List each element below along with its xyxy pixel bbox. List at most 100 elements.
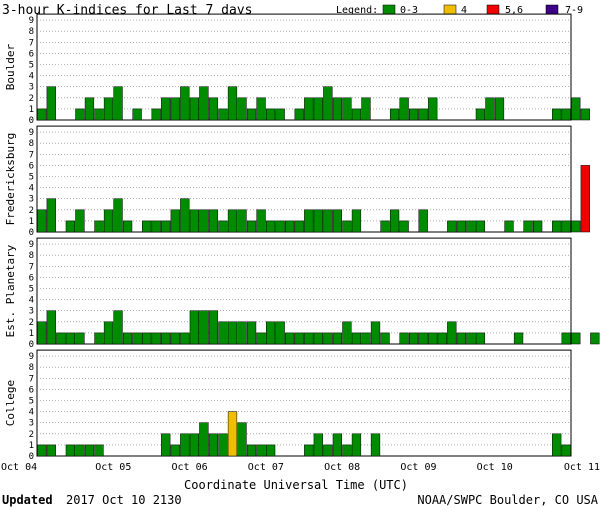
k-index-bar bbox=[275, 108, 285, 121]
k-index-bar bbox=[208, 209, 219, 233]
k-index-bar bbox=[466, 332, 476, 345]
x-axis-label: Coordinate Universal Time (UTC) bbox=[184, 478, 408, 492]
k-index-bar bbox=[370, 433, 381, 457]
y-tick-label: 9 bbox=[29, 240, 34, 250]
k-index-bar bbox=[227, 411, 238, 457]
k-index-bar bbox=[189, 310, 199, 345]
k-index-bar bbox=[65, 332, 76, 345]
x-axis-ticks: Oct 04 Oct 05 Oct 06 Oct 07 Oct 08 Oct 09 Oct … bbox=[1, 462, 600, 473]
k-index-bar bbox=[409, 332, 419, 345]
k-index-bar bbox=[409, 108, 419, 121]
y-tick-label: 9 bbox=[29, 352, 34, 362]
k-index-bar bbox=[37, 321, 47, 345]
k-index-bar bbox=[65, 220, 76, 233]
k-index-bar bbox=[475, 108, 486, 121]
k-index-bar bbox=[580, 108, 590, 121]
k-index-bar bbox=[580, 165, 590, 233]
k-index-bar bbox=[199, 209, 209, 233]
y-tick-label: 3 bbox=[29, 83, 34, 93]
y-tick-label: 8 bbox=[29, 27, 34, 37]
k-index-bar bbox=[142, 332, 152, 345]
k-index-bar bbox=[561, 332, 571, 345]
k-index-bar bbox=[389, 209, 400, 233]
y-tick-label: 2 bbox=[29, 94, 34, 104]
k-index-bar bbox=[504, 220, 514, 233]
k-index-bar bbox=[103, 321, 114, 345]
panel-frame bbox=[36, 13, 572, 121]
k-index-bar bbox=[466, 220, 476, 233]
k-index-bar bbox=[227, 86, 238, 121]
legend-entry-0-3: 0-3 bbox=[400, 5, 418, 16]
k-index-bar bbox=[380, 220, 390, 233]
k-index-bar bbox=[237, 422, 247, 457]
k-index-bar bbox=[237, 209, 247, 233]
k-index-bar bbox=[161, 220, 171, 233]
k-index-bar bbox=[161, 97, 171, 121]
x-tick-label: Oct 08 bbox=[324, 462, 360, 473]
k-index-bar bbox=[46, 198, 56, 233]
k-index-bar bbox=[304, 444, 314, 457]
k-index-bar bbox=[275, 220, 285, 233]
k-index-bar bbox=[456, 220, 466, 233]
k-index-bar bbox=[571, 97, 581, 121]
y-tick-label: 3 bbox=[29, 307, 34, 317]
legend-entry-7-9: 7-9 bbox=[565, 5, 583, 16]
k-index-bar bbox=[332, 332, 343, 345]
k-index-bar bbox=[94, 332, 104, 345]
y-tick-label: 1 bbox=[29, 329, 34, 339]
k-index-bar bbox=[246, 444, 257, 457]
y-tick-label: 1 bbox=[29, 441, 34, 451]
y-tick-label: 6 bbox=[29, 49, 34, 59]
y-tick-label: 2 bbox=[29, 430, 34, 440]
k-index-bar bbox=[428, 332, 438, 345]
k-index-bar bbox=[294, 108, 304, 121]
legend-swatch-7-9 bbox=[545, 4, 559, 16]
k-index-bar bbox=[304, 97, 314, 121]
k-index-bar bbox=[304, 209, 314, 233]
k-index-bar bbox=[342, 444, 352, 457]
k-index-bar bbox=[180, 332, 190, 345]
k-index-bar bbox=[37, 108, 47, 121]
y-tick-label: 5 bbox=[29, 61, 34, 71]
panel-label-boulder: Boulder bbox=[4, 43, 17, 90]
k-index-bar bbox=[323, 86, 333, 121]
panel-frame bbox=[36, 125, 572, 233]
y-tick-label: 0 bbox=[29, 116, 34, 126]
k-index-bar bbox=[265, 321, 276, 345]
x-tick-label: Oct 05 bbox=[95, 462, 131, 473]
k-index-bar bbox=[294, 220, 304, 233]
x-tick-label: Oct 10 bbox=[477, 462, 513, 473]
y-tick-label: 4 bbox=[29, 296, 34, 306]
k-index-bar bbox=[571, 332, 581, 345]
k-index-bar bbox=[113, 198, 123, 233]
k-index-bar bbox=[285, 220, 295, 233]
k-index-bar bbox=[56, 332, 66, 345]
k-index-bar bbox=[351, 332, 362, 345]
k-index-bar bbox=[151, 108, 161, 121]
k-index-bar bbox=[142, 220, 152, 233]
k-index-bar bbox=[285, 332, 295, 345]
k-index-bar bbox=[75, 108, 85, 121]
k-index-bar bbox=[256, 97, 266, 121]
k-index-bar bbox=[265, 444, 276, 457]
k-index-bar bbox=[590, 332, 600, 345]
panel-label-college: College bbox=[4, 380, 17, 426]
k-index-bar bbox=[475, 332, 486, 345]
k-index-bar bbox=[113, 310, 123, 345]
y-tick-label: 8 bbox=[29, 139, 34, 149]
k-index-bar bbox=[351, 209, 362, 233]
k-index-bar bbox=[561, 444, 571, 457]
k-index-bar bbox=[151, 332, 161, 345]
y-tick-label: 0 bbox=[29, 452, 34, 462]
k-index-bar bbox=[161, 433, 171, 457]
panel-label-fredericksburg: Fredericksburg bbox=[4, 133, 17, 226]
y-tick-label: 7 bbox=[29, 150, 34, 160]
k-index-bar bbox=[180, 198, 190, 233]
y-tick-label: 8 bbox=[29, 251, 34, 261]
k-index-bar bbox=[199, 422, 209, 457]
y-tick-label: 0 bbox=[29, 228, 34, 238]
